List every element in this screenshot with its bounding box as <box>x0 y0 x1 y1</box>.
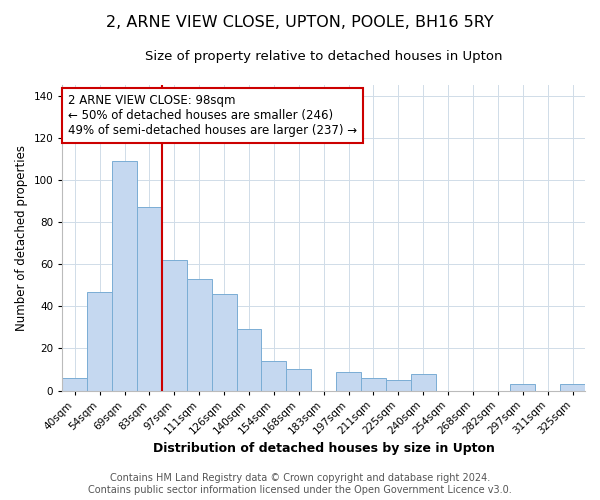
Bar <box>212 294 236 390</box>
Bar <box>87 292 112 390</box>
Text: 2, ARNE VIEW CLOSE, UPTON, POOLE, BH16 5RY: 2, ARNE VIEW CLOSE, UPTON, POOLE, BH16 5… <box>106 15 494 30</box>
X-axis label: Distribution of detached houses by size in Upton: Distribution of detached houses by size … <box>153 442 494 455</box>
Y-axis label: Number of detached properties: Number of detached properties <box>15 145 28 331</box>
Bar <box>162 260 187 390</box>
Bar <box>286 370 311 390</box>
Bar <box>411 374 436 390</box>
Bar <box>262 361 286 390</box>
Bar <box>361 378 386 390</box>
Bar <box>336 372 361 390</box>
Bar <box>187 279 212 390</box>
Bar <box>560 384 585 390</box>
Text: Contains HM Land Registry data © Crown copyright and database right 2024.
Contai: Contains HM Land Registry data © Crown c… <box>88 474 512 495</box>
Bar <box>137 207 162 390</box>
Text: 2 ARNE VIEW CLOSE: 98sqm
← 50% of detached houses are smaller (246)
49% of semi-: 2 ARNE VIEW CLOSE: 98sqm ← 50% of detach… <box>68 94 356 137</box>
Bar <box>511 384 535 390</box>
Bar <box>112 161 137 390</box>
Bar <box>236 330 262 390</box>
Bar <box>386 380 411 390</box>
Title: Size of property relative to detached houses in Upton: Size of property relative to detached ho… <box>145 50 502 63</box>
Bar <box>62 378 87 390</box>
